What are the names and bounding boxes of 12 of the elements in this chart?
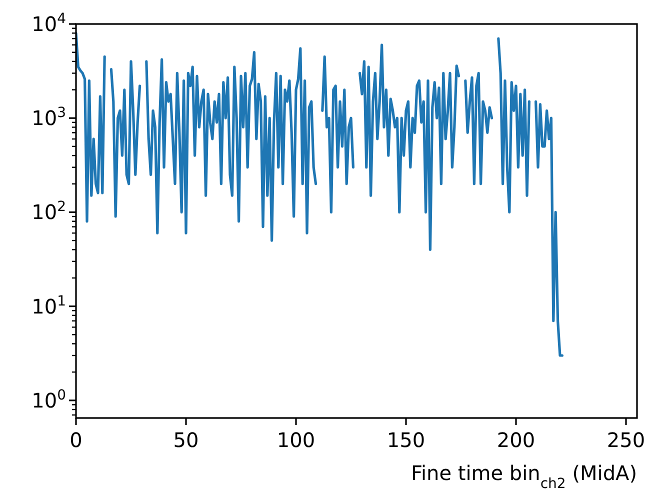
x-tick-label: 200	[496, 428, 536, 452]
y-tick-label: 10$^{4}$	[32, 11, 66, 36]
x-axis-title: Fine time bin$_{ch2}$ (MidA)	[410, 461, 637, 492]
x-tick-label: 50	[173, 428, 199, 452]
y-tick-label: 10$^{3}$	[32, 105, 66, 130]
y-tick-label: 10$^{0}$	[32, 387, 66, 412]
y-tick-label: 10$^{1}$	[32, 293, 66, 318]
x-tick-label: 100	[276, 428, 316, 452]
x-tick-label: 250	[606, 428, 646, 452]
x-tick-label: 0	[70, 428, 82, 452]
x-tick-label: 150	[386, 428, 426, 452]
y-tick-label: 10$^{2}$	[32, 199, 66, 224]
